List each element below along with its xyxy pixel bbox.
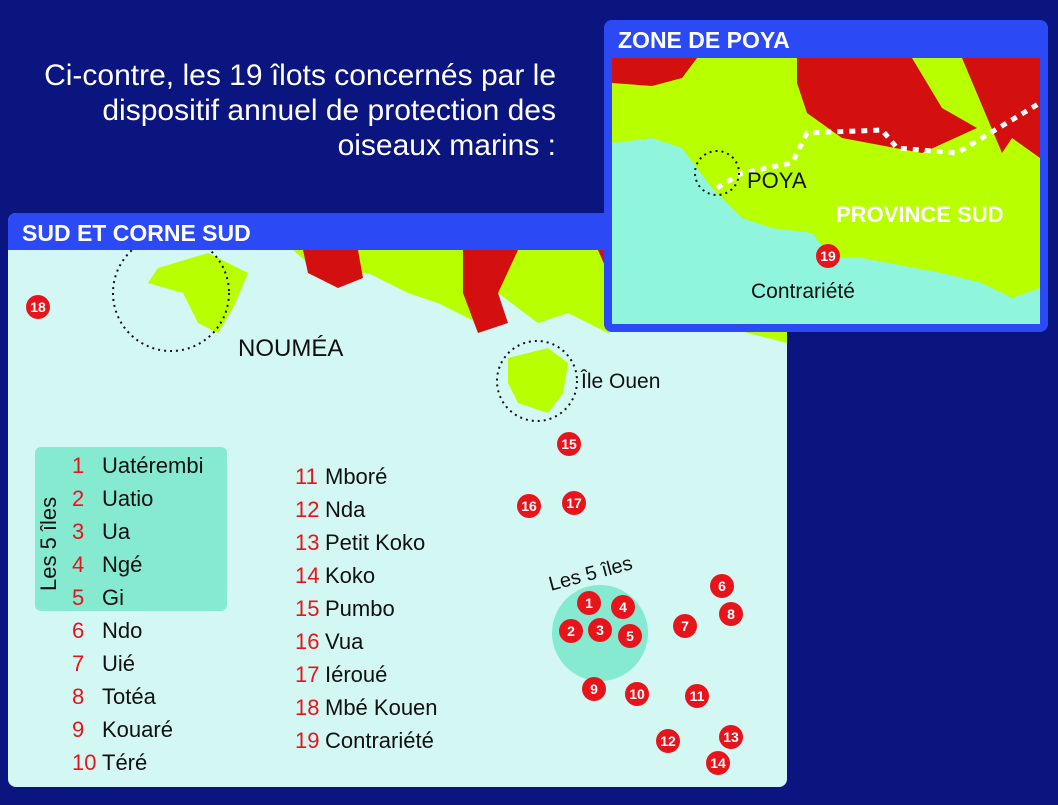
islet-marker[interactable]: 15 bbox=[557, 432, 581, 456]
poya-label: POYA bbox=[747, 168, 807, 193]
legend-item: 17 Iéroué bbox=[295, 662, 388, 687]
contrariete-label: Contrariété bbox=[751, 280, 855, 303]
legend-item: 13 Petit Koko bbox=[295, 530, 426, 555]
islet-marker[interactable]: 9 bbox=[582, 677, 606, 701]
legend-item: 15 Pumbo bbox=[295, 596, 395, 621]
legend-item: 12 Nda bbox=[295, 497, 366, 522]
inset-map-panel: ZONE DE POYA POYA PROVINCE SUD 19 Contra… bbox=[604, 20, 1048, 332]
five-islands-group-label: Les 5 îles bbox=[36, 496, 61, 591]
legend-item: 5 Gi bbox=[72, 585, 124, 610]
ile-ouen-label: Île Ouen bbox=[581, 370, 661, 393]
province-sud-label: PROVINCE SUD bbox=[836, 202, 1004, 227]
islet-marker[interactable]: 13 bbox=[719, 725, 743, 749]
legend-item: 4 Ngé bbox=[72, 552, 143, 577]
islet-marker[interactable]: 5 bbox=[618, 624, 642, 648]
intro-text: Ci-contre, les 19 îlots concernés par le… bbox=[44, 59, 556, 162]
islet-marker[interactable]: 7 bbox=[673, 614, 697, 638]
legend-list-right: 11 Mboré 12 Nda 13 Petit Koko 14 Koko 15 Pumb… bbox=[295, 460, 438, 757]
legend-item: 18 Mbé Kouen bbox=[295, 695, 438, 720]
legend-item: 6 Ndo bbox=[72, 618, 143, 643]
five-islands-highlight bbox=[35, 447, 227, 611]
islet-marker[interactable]: 4 bbox=[611, 595, 635, 619]
legend-item: 8 Totéa bbox=[72, 684, 156, 709]
islet-marker[interactable]: 10 bbox=[625, 682, 649, 706]
legend-item: 11 Mboré bbox=[295, 464, 388, 489]
islet-marker[interactable]: 18 bbox=[26, 295, 50, 319]
legend-item: 7 Uié bbox=[72, 651, 136, 676]
islet-marker[interactable]: 3 bbox=[588, 618, 612, 642]
inset-map-title: ZONE DE POYA bbox=[604, 20, 1048, 58]
islet-marker[interactable]: 2 bbox=[559, 619, 583, 643]
islet-marker[interactable]: 6 bbox=[710, 574, 734, 598]
islet-marker[interactable]: 11 bbox=[685, 684, 709, 708]
islet-marker[interactable]: 8 bbox=[719, 602, 743, 626]
legend-item: 19 Contrariété bbox=[295, 728, 434, 753]
legend-item: 2 Uatio bbox=[72, 486, 154, 511]
islet-marker[interactable]: 19 bbox=[816, 244, 840, 268]
legend-item: 10 Téré bbox=[72, 750, 148, 775]
legend-list-left: 1 Uatérembi 2 Uatio 3 Ua 4 Ngé 5 Gi 6 Ndo 7 Uié… bbox=[72, 449, 203, 779]
islet-marker[interactable]: 14 bbox=[706, 751, 730, 775]
islet-marker[interactable]: 12 bbox=[656, 729, 680, 753]
islet-marker[interactable]: 17 bbox=[562, 491, 586, 515]
legend-item: 14 Koko bbox=[295, 563, 376, 588]
islet-marker[interactable]: 1 bbox=[577, 591, 601, 615]
legend-item: 3 Ua bbox=[72, 519, 131, 544]
legend-item: 16 Vua bbox=[295, 629, 364, 654]
inset-map-shapes bbox=[612, 58, 1040, 298]
islet-marker[interactable]: 16 bbox=[517, 494, 541, 518]
inset-map: POYA PROVINCE SUD 19 Contrariété bbox=[612, 58, 1040, 324]
noumea-label: NOUMÉA bbox=[238, 335, 344, 362]
legend-item: 9 Kouaré bbox=[72, 717, 173, 742]
legend-item: 1 Uatérembi bbox=[72, 453, 204, 478]
